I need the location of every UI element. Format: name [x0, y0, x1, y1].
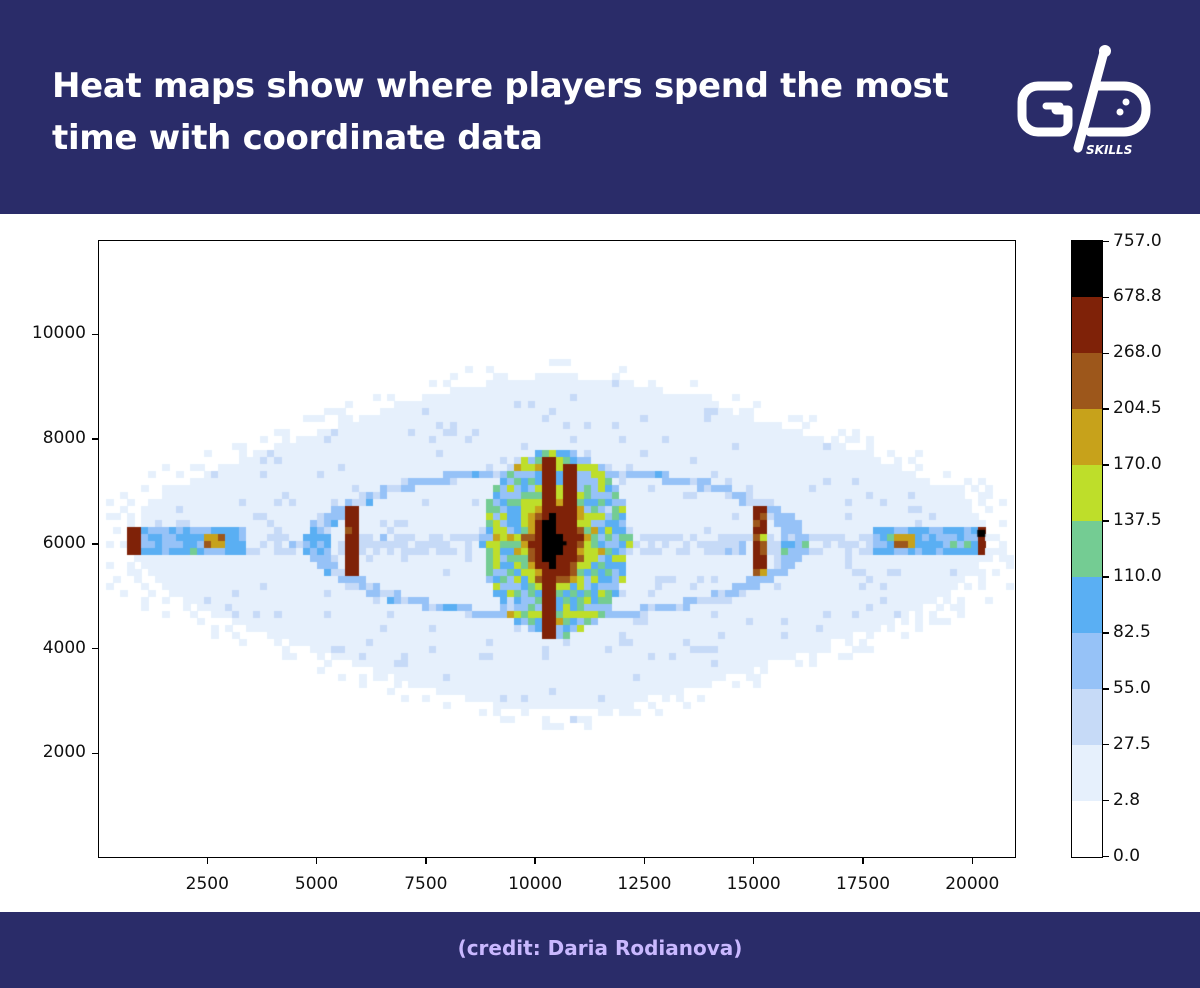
colorbar-label: 82.5	[1113, 621, 1151, 642]
colorbar-tick	[1103, 408, 1109, 410]
colorbar-label: 27.5	[1113, 733, 1151, 754]
y-tick-label: 6000	[42, 532, 86, 553]
colorbar-segment	[1072, 464, 1102, 522]
x-tick	[315, 858, 318, 864]
x-tick	[534, 858, 536, 864]
header-banner: Heat maps show where players spend the m…	[0, 0, 1200, 214]
colorbar-tick	[1103, 576, 1109, 578]
x-tick-label: 7500	[404, 874, 448, 894]
colorbar-tick	[1103, 352, 1109, 355]
y-tick	[92, 647, 98, 650]
x-tick	[971, 858, 974, 864]
x-tick-label: 17500	[835, 874, 891, 894]
x-tick-label: 10000	[508, 874, 563, 894]
footer-banner: (credit: Daria Rodianova)	[0, 912, 1200, 988]
colorbar-segment	[1072, 408, 1102, 466]
colorbar-tick	[1103, 464, 1109, 466]
colorbar-segment	[1072, 241, 1102, 298]
y-tick	[92, 752, 98, 754]
page-title: Heat maps show where players spend the m…	[52, 66, 949, 158]
heatmap-canvas	[99, 241, 1014, 856]
colorbar-label: 137.5	[1113, 510, 1162, 531]
colorbar-label: 204.5	[1113, 398, 1162, 419]
heatmap-plot	[98, 240, 1016, 858]
logo-text: SKILLS	[1086, 143, 1133, 157]
colorbar-label: 110.0	[1113, 565, 1162, 586]
y-tick-label: 4000	[42, 637, 86, 658]
colorbar-segment	[1072, 520, 1102, 577]
colorbar-segment	[1072, 352, 1102, 410]
x-tick-label: 12500	[617, 874, 672, 894]
colorbar-segment	[1072, 576, 1102, 633]
x-tick	[425, 858, 427, 864]
y-tick-label: 8000	[42, 428, 86, 449]
colorbar-tick	[1103, 632, 1109, 634]
colorbar-tick	[1103, 799, 1109, 802]
colorbar	[1071, 240, 1103, 858]
y-tick-label: 2000	[42, 742, 86, 763]
y-tick	[92, 438, 98, 440]
colorbar-segment	[1072, 632, 1102, 689]
colorbar-tick	[1103, 240, 1109, 243]
y-tick	[92, 333, 98, 336]
colorbar-tick	[1103, 688, 1109, 690]
x-tick-label: 5000	[294, 874, 339, 894]
x-tick	[206, 858, 209, 864]
x-tick-label: 2500	[185, 874, 229, 894]
colorbar-label: 678.8	[1113, 286, 1162, 307]
colorbar-tick	[1103, 296, 1109, 299]
colorbar-label: 0.0	[1113, 845, 1141, 866]
y-tick	[92, 543, 98, 545]
colorbar-tick	[1103, 743, 1109, 746]
x-tick	[643, 858, 646, 864]
credit-text: (credit: Daria Rodianova)	[457, 936, 743, 960]
y-tick-label: 10000	[31, 323, 86, 344]
colorbar-segment	[1072, 744, 1102, 801]
colorbar-segment	[1072, 800, 1102, 857]
colorbar-tick	[1103, 520, 1109, 522]
colorbar-label: 170.0	[1113, 454, 1162, 475]
colorbar-label: 268.0	[1113, 342, 1162, 363]
x-tick	[862, 858, 864, 864]
colorbar-label: 757.0	[1113, 230, 1162, 251]
x-tick-label: 15000	[726, 874, 781, 894]
colorbar-segment	[1072, 296, 1102, 354]
x-tick	[752, 858, 755, 864]
colorbar-tick	[1103, 855, 1109, 858]
gd-skills-logo-icon	[1017, 45, 1151, 153]
colorbar-label: 2.8	[1113, 789, 1141, 810]
colorbar-label: 55.0	[1113, 677, 1151, 698]
colorbar-segment	[1072, 688, 1102, 745]
x-tick-label: 20000	[945, 874, 1000, 894]
